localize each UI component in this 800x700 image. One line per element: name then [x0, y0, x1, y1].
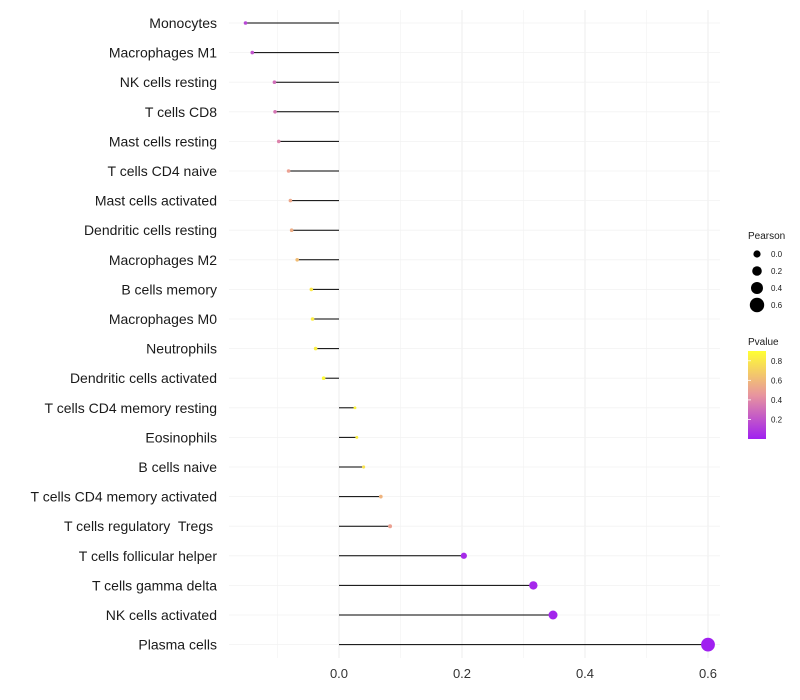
lollipop-point: [288, 198, 293, 203]
x-tick-label: 0.0: [330, 666, 348, 681]
lollipop-point: [362, 465, 366, 469]
size-legend-key: [753, 250, 761, 258]
color-bar: [748, 351, 766, 439]
x-axis-ticks: 0.0 0.2 0.4 0.6: [330, 666, 717, 681]
category-label: T cells CD8: [145, 104, 217, 120]
category-label: T cells CD4 naive: [108, 163, 218, 179]
category-label: Monocytes: [149, 15, 217, 31]
x-tick-label: 0.4: [576, 666, 594, 681]
category-label: T cells CD4 memory resting: [45, 400, 217, 416]
lollipop-point: [243, 21, 248, 25]
lollipop-point: [353, 406, 357, 410]
size-legend-label: 0.6: [771, 301, 783, 310]
lollipop-point: [460, 552, 467, 559]
category-labels: Monocytes Macrophages M1 NK cells resting T…: [31, 15, 218, 653]
category-label: Macrophages M2: [109, 252, 217, 268]
color-legend-label: 0.6: [771, 376, 783, 385]
lollipop-point: [388, 524, 393, 529]
size-legend-label: 0.2: [771, 267, 783, 276]
category-label: T cells regulatory Tregs: [64, 518, 217, 534]
color-legend-label: 0.8: [771, 357, 783, 366]
category-label: T cells CD4 memory activated: [31, 489, 217, 505]
lollipop-point: [309, 287, 314, 292]
lollipop-point: [378, 494, 383, 499]
category-label: Dendritic cells activated: [70, 370, 217, 386]
grid-lines: [229, 10, 720, 658]
category-label: Dendritic cells resting: [84, 222, 217, 238]
lollipop-point: [355, 435, 359, 439]
color-legend: 0.2 0.4 0.6 0.8: [748, 357, 783, 424]
lollipop-points: [243, 21, 715, 652]
color-legend-label: 0.2: [771, 415, 783, 424]
lollipop-point: [548, 610, 558, 620]
lollipop-point: [529, 581, 538, 590]
lollipop-point: [273, 110, 277, 114]
category-label: B cells naive: [138, 459, 217, 475]
lollipop-point: [276, 139, 281, 144]
category-label: B cells memory: [121, 281, 217, 297]
lollipop-point: [289, 228, 294, 232]
size-legend-key: [749, 297, 765, 313]
size-legend-label: 0.0: [771, 250, 783, 259]
lollipop-point: [286, 169, 291, 173]
size-legend-key: [752, 266, 762, 276]
size-legend-label: 0.4: [771, 284, 783, 293]
lollipop-point: [310, 317, 315, 321]
category-label: Neutrophils: [146, 341, 217, 357]
lollipop-stems: [245, 22, 708, 646]
category-label: T cells gamma delta: [92, 577, 217, 593]
lollipop-point: [701, 637, 715, 652]
x-tick-label: 0.6: [699, 666, 717, 681]
size-legend: 0.0 0.2 0.4 0.6: [749, 250, 783, 313]
category-label: Macrophages M0: [109, 311, 217, 327]
lollipop-point: [313, 346, 318, 351]
category-label: Macrophages M1: [109, 45, 217, 61]
lollipop-point: [272, 80, 277, 84]
x-tick-label: 0.2: [453, 666, 471, 681]
category-label: Mast cells resting: [109, 133, 217, 149]
legend-color-title: Pvalue: [748, 337, 779, 348]
category-label: Plasma cells: [138, 637, 217, 653]
legend: Pearson 0.0 0.2 0.4 0.6 Pvalue 0.2 0.4 0.6 0.8: [748, 231, 785, 439]
size-legend-key: [751, 282, 763, 294]
category-label: T cells follicular helper: [79, 548, 218, 564]
lollipop-point: [321, 376, 326, 381]
lollipop-point: [295, 258, 299, 262]
legend-size-title: Pearson: [748, 231, 785, 242]
category-label: Eosinophils: [145, 429, 217, 445]
color-legend-label: 0.4: [771, 396, 783, 405]
category-label: NK cells resting: [120, 74, 217, 90]
category-label: Mast cells activated: [95, 193, 217, 209]
category-label: NK cells activated: [106, 607, 217, 623]
lollipop-point: [250, 50, 255, 55]
